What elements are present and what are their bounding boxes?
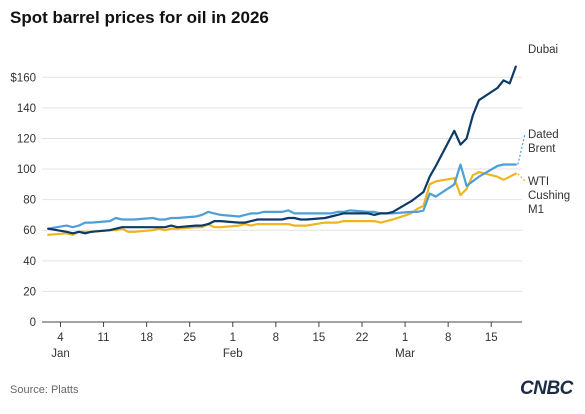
series-line-wti-cushing-m1 (47, 171, 517, 236)
x-month-label-jan: Jan (51, 348, 70, 360)
leader-line-wti-cushing-m1 (517, 173, 526, 182)
y-tick-label-80: 80 (23, 195, 36, 207)
x-tick-label-10: 15 (485, 332, 498, 344)
x-tick-label-3: 25 (183, 332, 196, 344)
y-tick-label-40: 40 (23, 256, 36, 268)
series-label-dubai: Dubai (528, 44, 558, 56)
x-tick-label-4: 1 (230, 332, 236, 344)
series-labels: Dubai Dated Brent WTI Cushing M1 (517, 44, 570, 216)
series-line-dated-brent (47, 163, 517, 230)
x-month-label-mar: Mar (395, 348, 415, 360)
source-note: Source: Platts (10, 384, 79, 396)
cnbc-logo: CNBC (520, 378, 573, 399)
x-axis: 4 Jan 11 18 25 1 Feb 8 15 22 1 Mar 8 15 (51, 322, 498, 360)
x-tick-label-2: 18 (140, 332, 153, 344)
series-lines (47, 65, 517, 236)
x-tick-label-9: 8 (445, 332, 451, 344)
x-tick-label-0: 4 (57, 332, 64, 344)
y-tick-label-0: 0 (30, 317, 36, 329)
y-tick-label-60: 60 (23, 225, 36, 237)
y-tick-label-20: 20 (23, 286, 36, 298)
x-month-label-feb: Feb (223, 348, 243, 360)
y-axis-tick-labels: 0 20 40 60 80 100 120 140 $160 (10, 72, 36, 329)
page-title: Spot barrel prices for oil in 2026 (10, 8, 269, 27)
x-tick-label-8: 1 (402, 332, 408, 344)
series-line-dubai (47, 65, 517, 235)
series-label-wti-cushing-m1: WTI Cushing M1 (528, 176, 570, 216)
series-label-dated-brent: Dated Brent (528, 129, 559, 155)
y-tick-label-120: 120 (17, 133, 36, 145)
x-tick-label-1: 11 (98, 332, 110, 344)
leader-line-dated-brent (517, 133, 526, 165)
x-tick-label-6: 15 (313, 332, 326, 344)
grid-lines (42, 76, 522, 323)
y-tick-label-100: 100 (17, 164, 36, 176)
y-tick-label-140: 140 (17, 103, 36, 115)
y-tick-label-160: $160 (10, 72, 36, 84)
x-tick-label-7: 22 (356, 332, 369, 344)
x-tick-label-5: 8 (273, 332, 279, 344)
